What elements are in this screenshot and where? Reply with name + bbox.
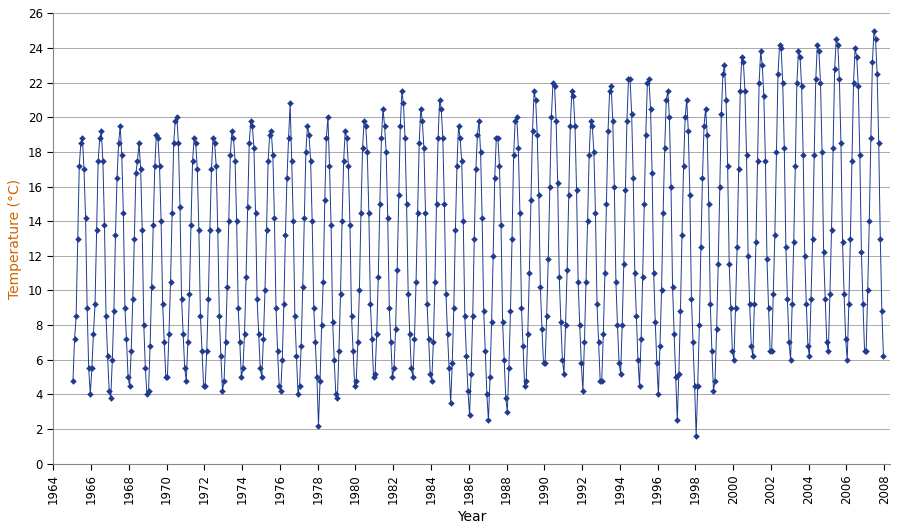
Y-axis label: Temperature (°C): Temperature (°C) — [8, 178, 22, 298]
X-axis label: Year: Year — [457, 510, 486, 523]
